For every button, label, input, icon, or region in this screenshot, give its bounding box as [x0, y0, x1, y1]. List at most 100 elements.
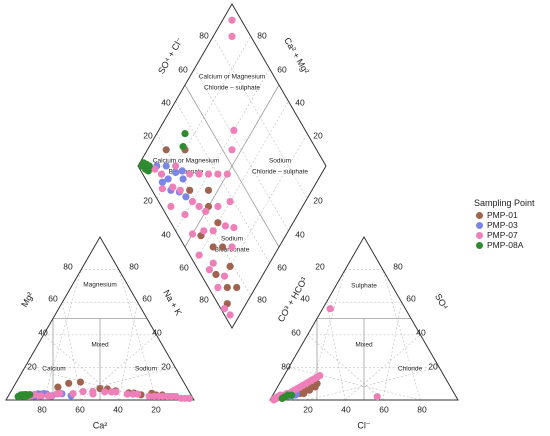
diamond-point-pmp-07-34 — [228, 16, 236, 24]
cation-bottom-tick-0: 80 — [37, 404, 47, 414]
cation-point-pmp-07-29 — [44, 392, 52, 400]
anion-grid-a-1 — [326, 302, 346, 401]
diamond-point-pmp-03-2 — [164, 175, 172, 183]
zone-anion-mixed: Mixed — [355, 342, 373, 349]
diamond-point-pmp-07-27 — [230, 224, 238, 232]
anion-point-pmp-07-23 — [326, 305, 334, 313]
legend-label-pmp-01: PMP-01 — [487, 210, 518, 220]
diamond-point-pmp-01-4 — [209, 243, 217, 251]
cation-right-tick-1: 40 — [152, 327, 162, 337]
zone-na-bic-line1: Sodium — [221, 236, 243, 243]
diamond-lr-tick-2: 60 — [277, 262, 287, 272]
diamond-point-pmp-07-18 — [200, 227, 208, 235]
cation-grid-b-0 — [43, 367, 176, 401]
diamond-point-pmp-07-24 — [188, 198, 197, 206]
diamond-point-pmp-07-23 — [205, 266, 213, 274]
cation-point-pmp-08a-7 — [17, 391, 25, 399]
diamond-ul-tick-0: 80 — [199, 30, 209, 40]
anion-left-tick-2: 40 — [300, 293, 310, 303]
anion-point-pmp-07-22 — [373, 393, 381, 401]
legend-label-pmp-03: PMP-03 — [487, 220, 518, 230]
diamond-point-pmp-01-2 — [186, 186, 194, 194]
zone-chloride: Chloride — [398, 366, 423, 373]
anion-left-tick-1: 60 — [291, 327, 301, 337]
legend-entry-pmp-08a: PMP-08A — [474, 240, 535, 250]
diamond-point-pmp-07-8 — [209, 259, 217, 267]
diamond-point-pmp-01-0 — [162, 146, 170, 154]
zone-sodium: Sodium — [135, 366, 157, 373]
diamond-lr-tick-0: 20 — [313, 195, 323, 205]
legend-entry-pmp-03: PMP-03 — [474, 220, 535, 230]
diamond-point-pmp-07-5 — [181, 211, 189, 219]
cation-point-pmp-07-24 — [89, 390, 97, 398]
diamond-point-pmp-07-16 — [214, 170, 222, 178]
diamond-point-pmp-07-17 — [195, 202, 203, 211]
diamond-point-pmp-03-3 — [172, 168, 180, 177]
cation-point-pmp-07-16 — [53, 390, 61, 398]
zone-calcium: Calcium — [42, 366, 65, 373]
anion-left-tick-3: 20 — [315, 261, 325, 271]
cation-point-pmp-07-25 — [107, 388, 116, 396]
diamond-lr-tick-3: 80 — [257, 294, 267, 304]
frame-layer — [5, 3, 459, 401]
diamond-ll-tick-2: 60 — [179, 262, 189, 272]
diamond-point-pmp-01-7 — [219, 243, 227, 251]
anion-right-tick-0: 20 — [428, 361, 438, 371]
diamond-ul-tick-2: 40 — [161, 97, 171, 107]
zone-ca-mg-bic-line2: Bicarbonate — [169, 169, 204, 176]
diamond-point-pmp-07-35 — [228, 32, 236, 41]
cation-point-pmp-01-7 — [76, 378, 85, 386]
cation-triangle-frame — [5, 235, 195, 401]
anion-right-tick-2: 60 — [406, 293, 416, 303]
diamond-lr-tick-1: 40 — [295, 229, 305, 239]
diamond-point-pmp-07-4 — [176, 186, 184, 194]
zone-ca-mg-cl-line2: Chloride – sulphate — [204, 85, 260, 92]
diamond-point-pmp-07-10 — [220, 305, 229, 313]
cation-right-tick-3: 80 — [129, 261, 139, 271]
legend-title: Sampling Point — [474, 198, 535, 208]
cation-grid-b-2 — [118, 302, 138, 401]
diamond-point-pmp-07-9 — [214, 283, 222, 292]
diamond-point-pmp-01-11 — [233, 283, 241, 292]
anion-grid-b-1 — [345, 334, 421, 401]
cation-grid-a-3 — [24, 367, 157, 401]
diamond-point-pmp-07-30 — [226, 198, 234, 206]
anion-bottom-axis-title: Cl⁻ — [357, 420, 370, 430]
grid-layer — [24, 36, 440, 401]
cation-left-tick-3: 80 — [63, 261, 73, 271]
anion-right-tick-3: 80 — [393, 261, 403, 271]
anion-triangle-frame — [269, 235, 459, 401]
diamond-point-pmp-01-6 — [223, 283, 231, 292]
diamond-ul-tick-3: 20 — [143, 130, 153, 140]
diamond-point-pmp-08a-7 — [181, 130, 189, 138]
cation-right-tick-0: 20 — [161, 361, 171, 371]
anion-grid-b-3 — [382, 269, 421, 401]
zone-sulphate: Sulphate — [351, 283, 377, 290]
diamond-ll-tick-0: 20 — [143, 195, 153, 205]
diamond-point-pmp-07-14 — [195, 170, 203, 178]
diamond-point-pmp-07-6 — [188, 230, 197, 238]
cation-left-axis-title: Mg² — [19, 290, 35, 308]
diamond-point-pmp-07-3 — [169, 183, 177, 191]
legend-swatch-pmp-08a — [476, 241, 483, 249]
cation-point-pmp-07-26 — [129, 390, 137, 398]
zone-cation-mixed: Mixed — [91, 342, 109, 349]
cation-grid-b-3 — [118, 269, 157, 401]
diamond-point-pmp-01-5 — [226, 262, 234, 270]
diamond-frame — [137, 3, 327, 329]
diamond-point-pmp-07-13 — [186, 170, 194, 178]
diamond-point-pmp-07-12 — [172, 162, 180, 170]
diamond-point-pmp-07-28 — [167, 202, 175, 211]
diamond-point-pmp-07-2 — [157, 170, 166, 178]
cation-point-pmp-07-27 — [150, 392, 158, 400]
cation-point-pmp-01-1 — [65, 379, 73, 387]
diamond-point-pmp-07-31 — [223, 170, 231, 178]
diamond-ur-tick-3: 20 — [313, 130, 323, 140]
legend-swatch-pmp-01 — [476, 211, 483, 219]
cation-point-pmp-01-0 — [54, 383, 62, 391]
cation-right-axis-title: Na + K — [161, 288, 184, 317]
diamond-point-pmp-03-9 — [178, 167, 186, 175]
diamond-point-pmp-07-1 — [151, 165, 159, 173]
legend-swatch-pmp-07 — [476, 231, 483, 239]
